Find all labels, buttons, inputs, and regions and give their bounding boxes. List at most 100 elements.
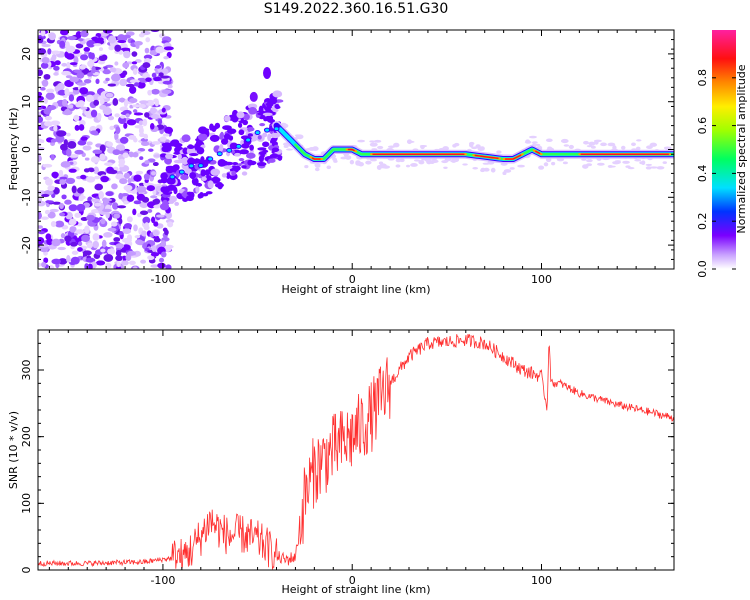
spectrogram-noise-blob [115,249,122,257]
spectrogram-noise-blob [47,48,52,55]
spectrogram-noise-blob [119,178,128,185]
spectrogram-noise-blob [53,65,60,71]
spectrogram-noise-blob [99,153,106,161]
spectrogram-noise-blob [66,148,72,157]
spectrogram-noise-blob [151,216,156,224]
spectrogram-noise-blob [38,116,44,124]
spectrogram-noise-blob [137,212,142,218]
spectrogram-blob [210,125,218,131]
spectrogram-blob [262,132,268,138]
spectrogram-blob [189,191,195,199]
spectrogram-noise-blob [151,141,161,145]
spectrogram-noise-blob [105,262,112,269]
spectrogram-faint-blob [662,161,667,164]
spectrogram-blob [232,165,241,171]
spectrogram-noise-blob [41,57,50,64]
spectrogram-noise-blob [57,246,66,251]
spectrogram-noise-blob [113,213,121,219]
spectrogram-blob [247,159,254,166]
spectrogram-noise-blob [99,144,106,153]
spectrogram-noise-blob [132,208,137,216]
spectrogram-blob [237,122,243,128]
spectrogram-noise-blob [115,243,125,249]
spectrogram-noise-blob [44,189,54,196]
spectrogram-noise-blob [51,171,59,178]
spectrogram-noise-blob [132,151,139,158]
spectrogram-faint-blob [483,167,490,172]
spectrogram-blob [159,203,170,211]
spectrogram-blob [185,168,192,174]
spectrogram-noise-blob [74,149,84,155]
colorbar: 0.0 0.2 0.4 0.6 0.8 Normalized spectral ampl… [696,30,748,278]
spectrogram-noise-blob [133,200,142,205]
spectrogram-noise-blob [82,145,92,151]
spectrogram-noise-blob [133,224,138,232]
spectrogram-noise-blob [77,187,85,194]
spectrogram-noise-blob [71,250,79,255]
snr-x-tick-label: -100 [150,574,175,587]
spectrogram-noise-blob [98,47,104,52]
spectrogram-noise-blob [69,226,77,233]
spectrogram-noise-blob [65,53,75,60]
spectrogram-noise-blob [38,190,46,195]
spectrogram-y-tick-label: 20 [20,47,33,61]
spectrogram-noise-blob [115,126,121,135]
spectrogram-noise-blob [38,225,43,229]
spectrogram-blob [241,165,247,169]
spectrogram-noise-blob [53,124,58,132]
spectrogram-noise-blob [118,218,123,225]
spectrogram-trace-peak [535,150,541,155]
spectrogram-blob [172,142,183,148]
spectrogram-blob [202,193,209,197]
spectrogram-noise-blob [90,156,100,163]
spectrogram-noise-blob [157,118,163,125]
spectrogram-noise-blob [92,233,100,241]
spectrogram-noise-blob [52,201,61,205]
spectrogram-noise-blob [86,72,93,77]
spectrogram-noise-blob [107,115,115,121]
spectrogram-noise-blob [140,259,146,264]
spectrogram-noise-blob [150,264,159,268]
spectrogram-faint-blob [326,165,332,170]
spectrogram-blob [232,161,239,166]
spectrogram-noise-blob [38,37,44,44]
spectrogram-blob [201,176,207,182]
spectrogram-noise-blob [105,92,114,98]
spectrogram-noise-blob [82,250,92,256]
spectrogram-noise-blob [74,124,80,131]
spectrogram-noise-blob [163,55,169,60]
spectrogram-blob [262,149,269,153]
spectrogram-faint-blob [545,138,553,143]
spectrogram-noise-blob [68,168,77,173]
spectrogram-faint-blob [634,159,642,162]
spectrogram-noise-blob [77,140,87,146]
spectrogram-noise-blob [98,55,107,62]
spectrogram-noise-blob [105,77,110,82]
spectrogram-faint-blob [503,169,512,173]
spectrogram-knot [254,130,261,136]
spectrogram-noise-blob [165,264,172,269]
spectrogram-noise-blob [94,175,101,180]
spectrogram-noise-blob [152,162,159,167]
spectrogram-noise-blob [163,46,174,51]
spectrogram-y-label: Frequency (Hz) [7,108,20,191]
snr-y-tick-label: 200 [20,426,33,447]
spectrogram-noise-blob [50,120,61,126]
spectrogram-noise-blob [135,239,143,245]
spectrogram-blob [196,146,205,155]
spectrogram-noise-blob [155,46,165,54]
spectrogram-noise-blob [151,72,157,78]
spectrogram-blob [247,127,255,132]
spectrogram-noise-blob [123,223,132,229]
spectrogram-noise-blob [161,89,172,94]
spectrogram-noise-blob [108,45,115,51]
spectrogram-noise-blob [88,51,93,59]
spectrogram-noise-blob [80,136,88,141]
spectrogram-blob [262,141,270,148]
spectrogram-noise-blob [38,48,47,55]
spectrogram-noise-blob [123,184,133,191]
spectrogram-noise-blob [73,114,80,122]
spectrogram-faint-blob [645,166,652,170]
spectrogram-noise-blob [125,113,130,118]
